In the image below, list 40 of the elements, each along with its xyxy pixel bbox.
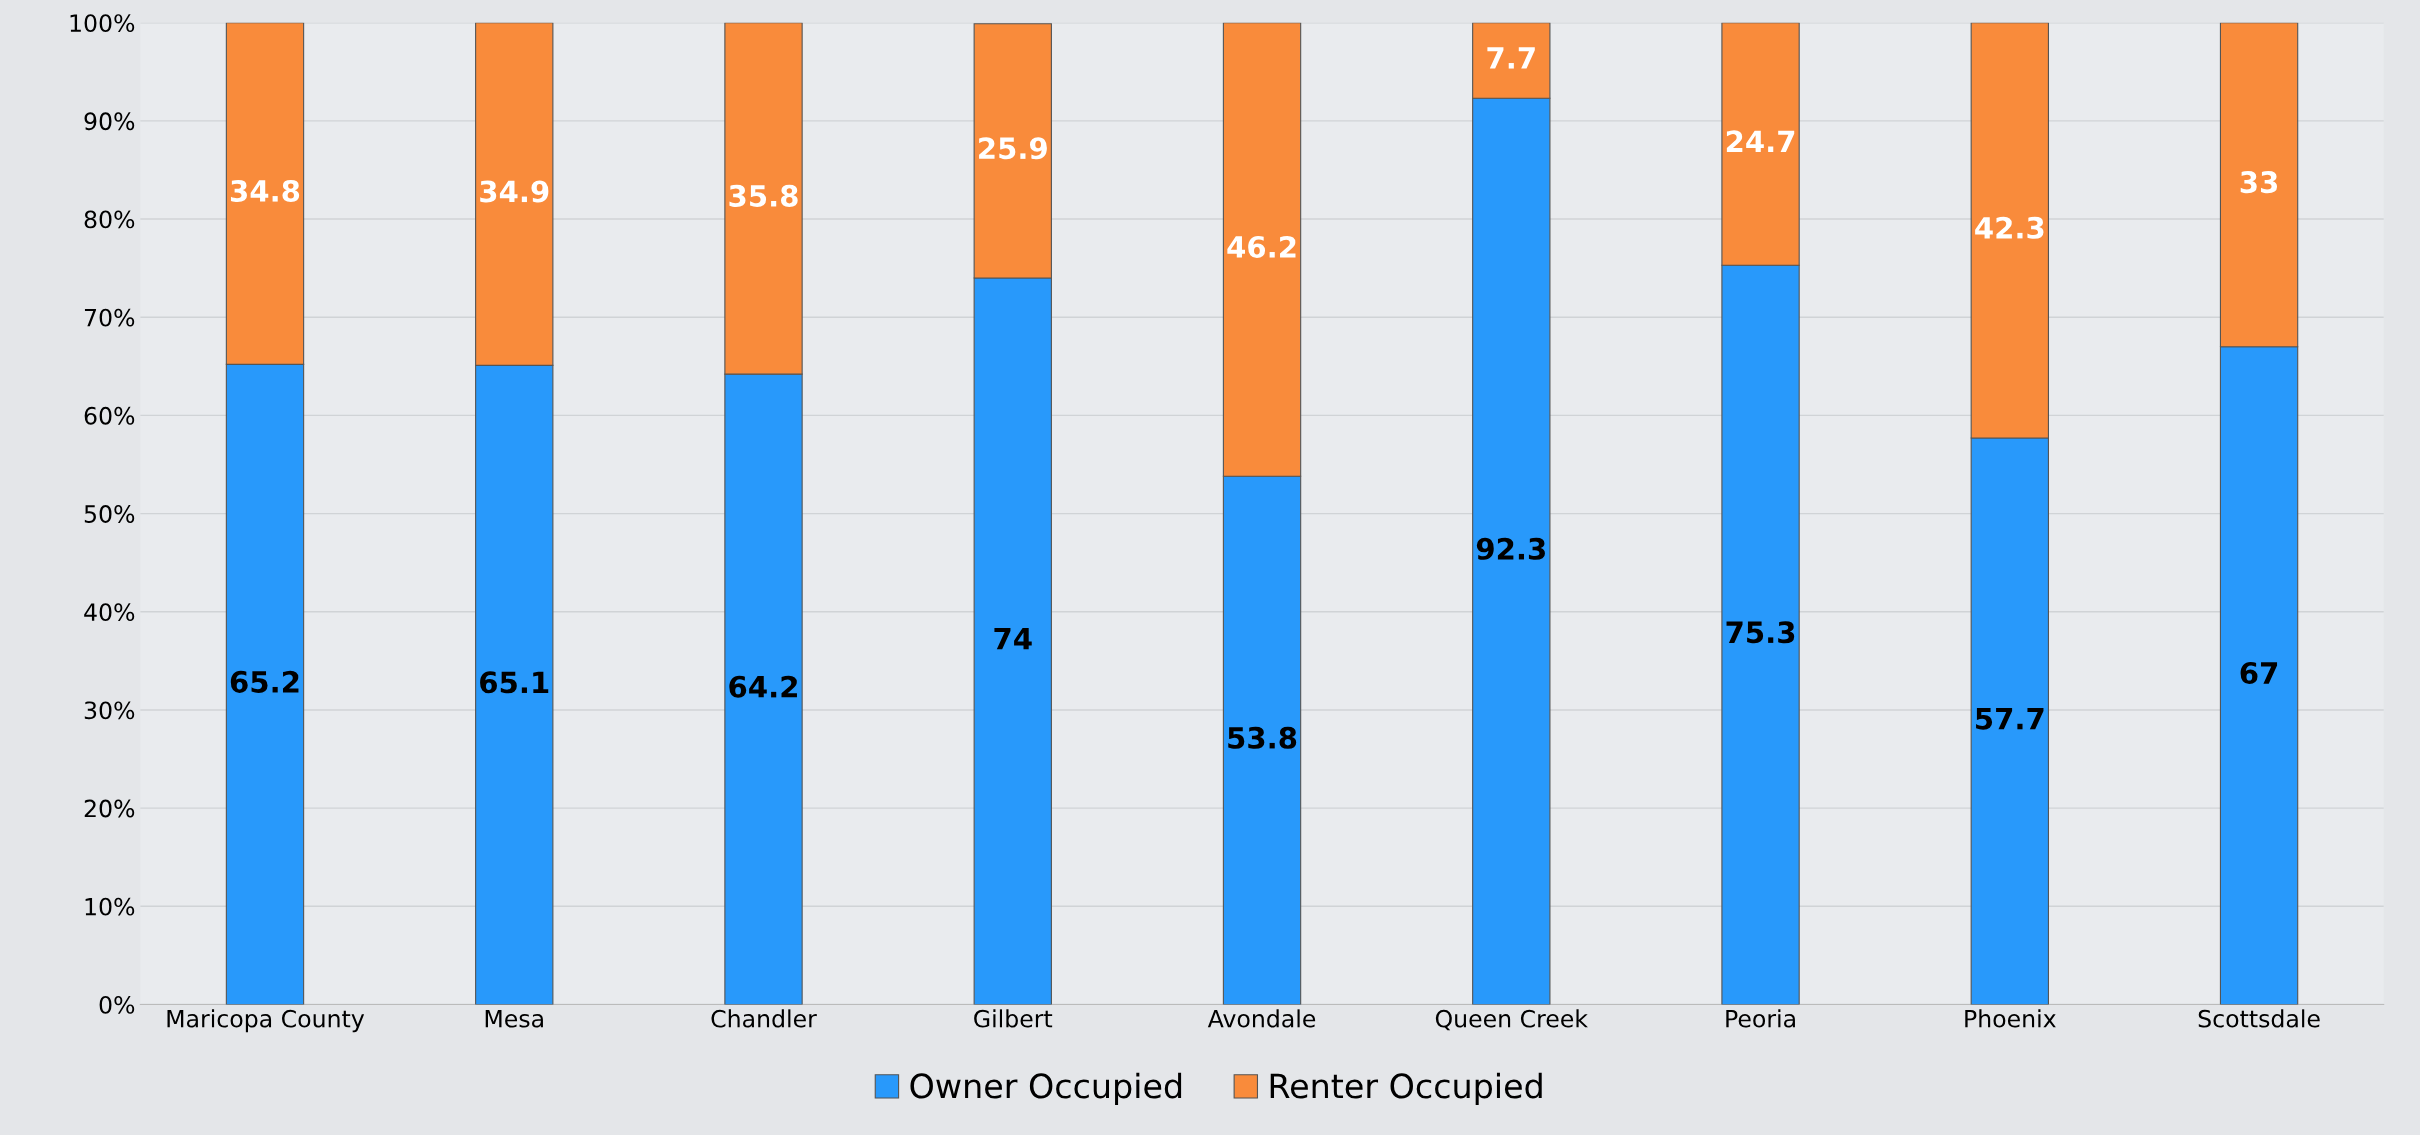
data-label: 42.3	[1975, 216, 2044, 239]
x-tick-label: Chandler	[711, 1009, 817, 1028]
y-tick-label: 100%	[70, 14, 135, 33]
y-tick-label: 10%	[85, 897, 135, 916]
y-tick-label: 50%	[84, 505, 135, 523]
y-tick-label: 80%	[84, 210, 135, 229]
x-tick-label: Queen Creek	[1435, 1009, 1588, 1031]
data-label: 25.9	[979, 137, 1047, 160]
data-label: 33	[2240, 171, 2278, 194]
data-label: 46.2	[1227, 235, 1296, 258]
data-label: 92.3	[1476, 537, 1545, 560]
data-label: 64.2	[729, 675, 797, 698]
x-tick-label: Mesa	[485, 1010, 543, 1028]
legend-label: Renter Occupied	[1270, 1072, 1542, 1105]
data-label: 65.2	[230, 670, 299, 693]
y-tick-label: 40%	[84, 603, 135, 622]
x-tick-label: Peoria	[1726, 1009, 1795, 1028]
data-label: 65.1	[480, 671, 549, 694]
data-label: 35.8	[729, 184, 798, 207]
data-label: 34.9	[480, 180, 549, 203]
y-tick-label: 30%	[84, 701, 135, 720]
y-tick-label: 60%	[84, 406, 135, 425]
legend-label: Owner Occupied	[910, 1072, 1182, 1105]
x-tick-label: Avondale	[1207, 1009, 1316, 1028]
data-label: 74	[994, 628, 1032, 650]
x-tick-label: Gilbert	[974, 1009, 1053, 1028]
y-tick-label: 90%	[84, 112, 135, 131]
y-tick-label: 20%	[84, 799, 135, 818]
data-label: 24.7	[1726, 130, 1795, 152]
y-tick-label: 0%	[99, 995, 135, 1014]
data-label: 7.7	[1487, 47, 1535, 69]
data-label: 57.7	[1976, 708, 2044, 730]
x-tick-label: Phoenix	[1965, 1009, 2056, 1028]
data-label: 75.3	[1726, 621, 1795, 644]
data-label: 34.8	[230, 179, 300, 202]
data-label: 53.8	[1228, 726, 1297, 749]
x-tick-label: Maricopa County	[167, 1009, 365, 1033]
y-tick-label: 70%	[84, 308, 135, 327]
x-tick-label: Scottsdale	[2198, 1009, 2320, 1028]
data-label: 67	[2240, 662, 2278, 685]
